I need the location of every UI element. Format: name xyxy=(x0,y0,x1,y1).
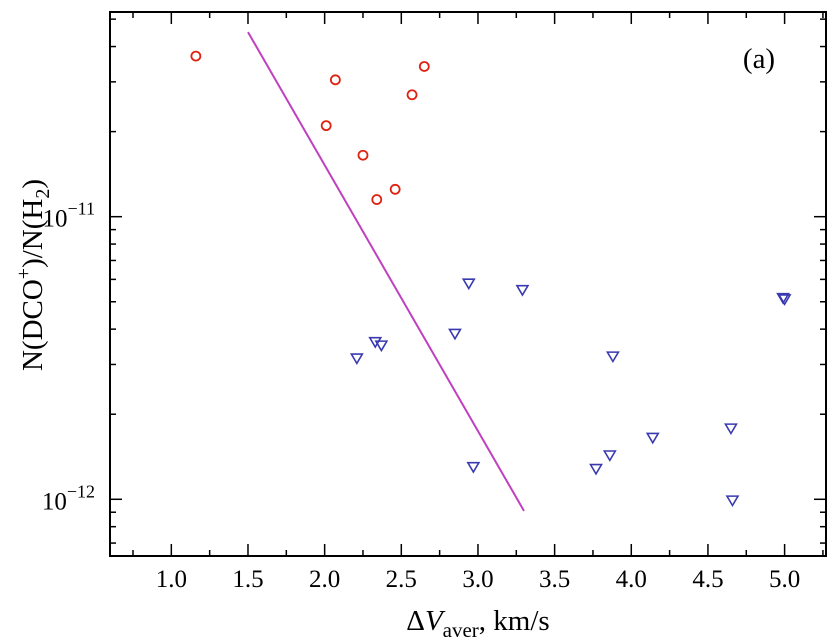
y-axis-title-b: )/N(H xyxy=(17,199,49,268)
x-axis-title-sub: aver xyxy=(443,618,479,642)
x-tick-label: 3.0 xyxy=(462,566,493,593)
y-tick-label: 10−12 xyxy=(42,481,95,515)
triangle-marker xyxy=(461,278,476,291)
circle-marker xyxy=(418,61,430,72)
y-axis-title-sup: + xyxy=(13,268,35,279)
triangle-marker xyxy=(466,461,481,474)
triangle-marker xyxy=(777,294,792,306)
axes: 1.0 1.5 2.0 2.5 3.0 3.5 4.0 4.5 5.0 10−11 10−12 xyxy=(42,12,826,593)
x-axis-title: ΔVaver, km/s xyxy=(406,605,549,642)
y-tick-label: 10−11 xyxy=(43,199,95,233)
x-axis-title-rest: , km/s xyxy=(479,605,550,637)
x-axis-title-delta: Δ xyxy=(406,605,425,637)
triangle-marker xyxy=(725,495,740,508)
circle-marker xyxy=(371,194,383,205)
x-tick-label: 2.5 xyxy=(386,566,417,593)
y-axis-title-sub: 2 xyxy=(32,189,54,199)
triangle-marker xyxy=(645,432,660,445)
triangle-marker xyxy=(515,284,530,297)
plot-frame xyxy=(109,11,827,557)
fit-line-group xyxy=(247,31,525,512)
y-axis-title-a: N(DCO xyxy=(17,279,49,371)
y-axis-title-c: ) xyxy=(17,179,49,189)
triangle-marker xyxy=(448,328,462,341)
triangle-marker xyxy=(724,423,738,436)
circle-marker xyxy=(329,74,341,86)
circle-marker xyxy=(357,149,369,161)
x-axis-title-var: V xyxy=(425,605,446,637)
triangle-marker xyxy=(374,340,389,353)
x-tick-label: 3.5 xyxy=(539,566,570,593)
fit-line xyxy=(247,31,525,512)
x-tick-label: 5.0 xyxy=(769,566,800,593)
x-tick-label: 4.0 xyxy=(616,566,647,593)
triangle-marker xyxy=(602,450,617,462)
x-tick-label: 4.5 xyxy=(692,566,723,593)
triangle-marker xyxy=(589,463,603,476)
panel-label: (a) xyxy=(743,43,775,75)
x-tick-label: 1.5 xyxy=(232,566,263,593)
circle-marker xyxy=(320,120,332,132)
triangle-marker xyxy=(349,353,364,365)
triangle-marker xyxy=(605,351,620,364)
circle-marker xyxy=(389,183,401,195)
plot-area xyxy=(109,11,827,557)
x-tick-label: 2.0 xyxy=(309,566,340,593)
circle-marker xyxy=(190,50,202,62)
y-axis-title: N(DCO+)/N(H2) xyxy=(13,179,54,371)
triangle-marker xyxy=(368,336,383,349)
circle-marker xyxy=(406,89,418,101)
x-tick-label: 1.0 xyxy=(156,566,187,593)
data-markers xyxy=(190,50,792,508)
